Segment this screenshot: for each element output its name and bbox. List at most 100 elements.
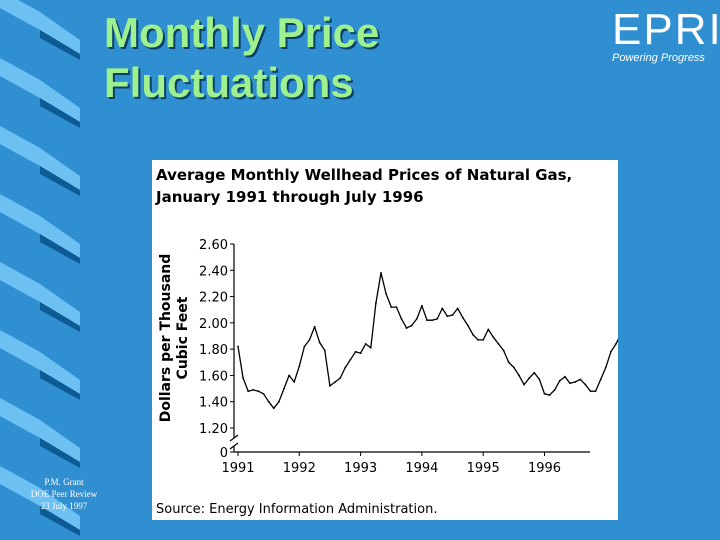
ribbon-chevron-shadow bbox=[40, 166, 80, 196]
data-point bbox=[518, 374, 520, 377]
data-point bbox=[272, 407, 275, 410]
y-tick-label: 1.80 bbox=[199, 343, 228, 358]
data-point bbox=[298, 365, 301, 368]
data-point bbox=[303, 345, 306, 348]
y-tick-label: 1.40 bbox=[199, 396, 228, 411]
chart-title-line1: Average Monthly Wellhead Prices of Natur… bbox=[156, 166, 572, 184]
ribbon-chevron bbox=[0, 58, 80, 122]
x-tick-label: 1992 bbox=[283, 461, 316, 476]
data-point bbox=[446, 315, 449, 318]
ribbon-chevron-shadow bbox=[40, 98, 80, 128]
data-point bbox=[354, 350, 357, 353]
slide-title-line1: Monthly Price bbox=[104, 9, 380, 56]
logo-tagline: Powering Progress bbox=[612, 52, 705, 64]
ribbon-chevron-shadow bbox=[40, 234, 80, 264]
data-point bbox=[502, 349, 505, 352]
data-point bbox=[237, 345, 239, 348]
slide-title-line2: Fluctuations bbox=[104, 59, 354, 106]
data-point bbox=[451, 314, 454, 316]
data-point bbox=[410, 324, 413, 327]
data-point bbox=[610, 350, 612, 353]
data-point bbox=[579, 378, 582, 381]
decorative-ribbon bbox=[0, 0, 80, 536]
data-point bbox=[375, 302, 377, 304]
chart-source-note: Source: Energy Information Administratio… bbox=[156, 502, 437, 517]
chart-title-line2: January 1991 through July 1996 bbox=[155, 188, 424, 206]
data-point bbox=[344, 366, 347, 369]
data-point bbox=[369, 346, 372, 349]
data-point bbox=[543, 392, 546, 395]
data-point bbox=[349, 358, 352, 361]
data-point bbox=[395, 306, 398, 308]
data-point bbox=[558, 379, 561, 382]
epri-logo: EPRI Powering Progress bbox=[612, 5, 720, 65]
x-tick-label: 1994 bbox=[405, 461, 438, 476]
data-point bbox=[252, 389, 255, 391]
data-point bbox=[380, 272, 382, 274]
data-point bbox=[487, 328, 490, 331]
ribbon-chevron-shadow bbox=[40, 506, 80, 536]
y-tick-label: 2.40 bbox=[199, 264, 228, 279]
x-tick-label: 1995 bbox=[467, 461, 500, 476]
ribbon-chevron bbox=[0, 330, 80, 394]
data-point bbox=[599, 378, 602, 381]
ribbon-chevron-shadow bbox=[40, 438, 80, 468]
data-point bbox=[359, 352, 362, 354]
data-point bbox=[472, 333, 474, 336]
ribbon-chevron bbox=[0, 126, 80, 190]
footer-line3: 23 July 1997 bbox=[40, 501, 88, 511]
data-point bbox=[318, 341, 321, 344]
data-point bbox=[615, 343, 617, 345]
data-point bbox=[523, 383, 525, 386]
ribbon-chevron bbox=[0, 194, 80, 258]
ribbon-chevron bbox=[0, 398, 80, 462]
data-point bbox=[604, 366, 607, 369]
data-point bbox=[278, 400, 280, 403]
data-point bbox=[293, 381, 296, 383]
series-line bbox=[237, 272, 618, 409]
data-point bbox=[308, 339, 311, 341]
data-point bbox=[461, 316, 464, 319]
y-tick-label: 0 bbox=[220, 446, 228, 461]
footer-line1: P.M. Grant bbox=[44, 477, 84, 487]
y-tick-label: 2.60 bbox=[199, 238, 228, 253]
ribbon-chevron-shadow bbox=[40, 302, 80, 332]
data-point bbox=[288, 374, 290, 377]
data-point bbox=[584, 383, 587, 386]
data-point bbox=[441, 307, 444, 310]
ribbon-chevron-shadow bbox=[40, 30, 80, 60]
data-point bbox=[334, 381, 336, 383]
data-point bbox=[574, 381, 576, 383]
data-point bbox=[431, 319, 433, 322]
ribbon-chevron bbox=[0, 0, 80, 54]
y-axis-label-line1: Dollars per Thousand bbox=[158, 254, 174, 423]
ribbon-chevron bbox=[0, 262, 80, 326]
data-point bbox=[390, 306, 393, 308]
logo-text: EPRI bbox=[612, 5, 720, 54]
data-point bbox=[262, 392, 265, 395]
y-tick-label: 1.20 bbox=[199, 422, 228, 437]
data-point bbox=[589, 390, 592, 393]
data-point bbox=[594, 390, 597, 393]
data-point bbox=[492, 336, 495, 339]
data-point bbox=[329, 385, 331, 387]
data-point bbox=[569, 382, 571, 385]
data-point bbox=[436, 318, 439, 320]
axis-break-mark bbox=[229, 442, 239, 450]
data-point bbox=[507, 361, 510, 364]
data-point bbox=[400, 318, 403, 320]
data-point bbox=[283, 387, 285, 390]
x-tick-label: 1993 bbox=[344, 461, 377, 476]
data-point bbox=[553, 389, 556, 391]
data-point bbox=[564, 375, 566, 378]
data-point bbox=[456, 307, 459, 310]
data-point bbox=[528, 377, 531, 379]
data-point bbox=[426, 319, 428, 322]
y-tick-label: 2.20 bbox=[199, 291, 228, 306]
gas-price-chart: Average Monthly Wellhead Prices of Natur… bbox=[155, 166, 618, 517]
ribbon-chevron bbox=[0, 466, 80, 530]
x-tick-label: 1991 bbox=[221, 461, 254, 476]
data-point bbox=[242, 377, 244, 379]
footer-credit: P.M. Grant DOE Peer Review 23 July 1997 bbox=[22, 476, 106, 512]
data-point bbox=[405, 327, 408, 329]
